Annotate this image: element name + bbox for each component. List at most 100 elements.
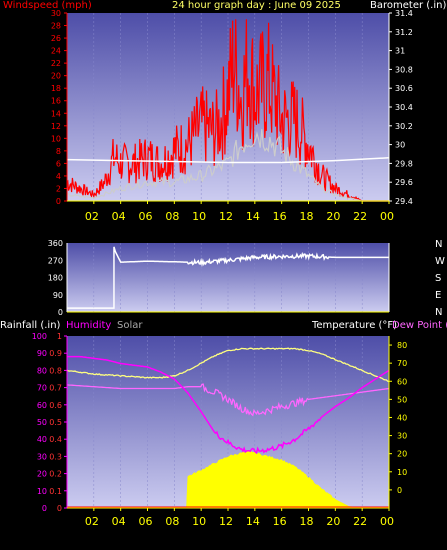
x-tick-label: 10 <box>192 210 206 223</box>
rainfall-tick-label: 0.9 <box>49 349 62 358</box>
windspeed-line <box>66 19 389 202</box>
baro-tick-label: 30.2 <box>395 122 413 131</box>
x-tick-label: 00 <box>380 210 394 223</box>
compass-label: N <box>435 239 442 250</box>
x-tick-label: 02 <box>85 210 99 223</box>
baro-tick-label: 30.6 <box>395 84 413 93</box>
wind-tick-label: 2 <box>56 184 61 193</box>
temp-tick-label: 10 <box>397 468 407 477</box>
wind-tick-label: 12 <box>51 122 61 131</box>
x-tick-label: 08 <box>165 515 179 528</box>
direction-tick-label: 0 <box>58 308 63 317</box>
x-tick-label: 06 <box>139 515 153 528</box>
wind-tick-label: 18 <box>51 84 61 93</box>
rainfall-tick-label: 0.1 <box>49 487 62 496</box>
wind-tick-label: 0 <box>56 197 61 206</box>
baro-tick-label: 31.4 <box>395 9 413 18</box>
rainfall-tick-label: 0 <box>57 504 62 513</box>
baro-tick-label: 30 <box>395 141 405 150</box>
dew-point-line <box>66 383 390 417</box>
x-tick-label: 22 <box>353 210 367 223</box>
wind-tick-label: 30 <box>51 9 61 18</box>
wind-tick-label: 24 <box>51 47 61 56</box>
x-tick-label: 08 <box>165 210 179 223</box>
wind-tick-label: 8 <box>56 147 61 156</box>
rainfall-tick-label: 0.7 <box>49 384 62 393</box>
wind-tick-label: 4 <box>56 172 61 181</box>
direction-tick-label: 360 <box>48 239 63 248</box>
x-tick-label: 06 <box>139 210 153 223</box>
humidity-tick-label: 0 <box>42 504 47 513</box>
humidity-label: Humidity <box>66 320 112 331</box>
x-tick-label: 20 <box>326 210 340 223</box>
direction-tick-label: 90 <box>53 291 63 300</box>
wind-tick-label: 6 <box>56 159 61 168</box>
temp-tick-label: 60 <box>397 377 407 386</box>
x-tick-label: 14 <box>246 210 260 223</box>
baro-tick-label: 31 <box>395 47 405 56</box>
rainfall-tick-label: 0.8 <box>49 366 62 375</box>
barometer-line <box>66 157 390 164</box>
temp-tick-label: 70 <box>397 359 407 368</box>
humidity-tick-label: 40 <box>37 435 47 444</box>
wind-tick-label: 20 <box>51 72 61 81</box>
humidity-tick-label: 20 <box>37 470 47 479</box>
x-tick-label: 00 <box>380 515 394 528</box>
x-tick-label: 12 <box>219 515 233 528</box>
humidity-tick-label: 90 <box>37 349 47 358</box>
wind-tick-label: 22 <box>51 59 61 68</box>
x-tick-label: 16 <box>273 515 287 528</box>
solar-label: Solar <box>117 320 143 331</box>
x-tick-label: 22 <box>353 515 367 528</box>
temp-tick-label: 80 <box>397 341 407 350</box>
rainfall-tick-label: 0.2 <box>49 470 62 479</box>
x-tick-label: 02 <box>85 515 99 528</box>
temperature-label: Temperature (°F) <box>312 320 398 331</box>
direction-tick-label: 270 <box>48 256 63 265</box>
humidity-tick-label: 60 <box>37 401 47 410</box>
x-tick-label: 16 <box>273 210 287 223</box>
direction-tick-label: 180 <box>48 274 63 283</box>
humidity-line <box>67 355 390 455</box>
wind-direction-line <box>67 246 389 309</box>
compass-label: W <box>435 256 445 267</box>
compass-label: N <box>435 307 442 318</box>
rainfall-tick-label: 0.3 <box>49 452 62 461</box>
temp-tick-label: 40 <box>397 413 407 422</box>
windspeed-label: Windspeed (mph) <box>3 0 92 11</box>
wind-tick-label: 26 <box>51 34 61 43</box>
temp-tick-label: 30 <box>397 432 407 441</box>
x-tick-label: 10 <box>192 515 206 528</box>
rainfall-label: Rainfall (.in) <box>0 320 61 331</box>
x-tick-label: 18 <box>300 515 314 528</box>
barometer-label: Barometer (.in) <box>370 0 447 11</box>
humidity-tick-label: 10 <box>37 487 47 496</box>
baro-tick-label: 31.2 <box>395 28 413 37</box>
temp-tick-label: 50 <box>397 395 407 404</box>
wind-tick-label: 14 <box>51 109 61 118</box>
wind-average-line <box>66 129 389 202</box>
wind-tick-label: 16 <box>51 97 61 106</box>
wind-tick-label: 10 <box>51 134 61 143</box>
baro-tick-label: 29.6 <box>395 178 413 187</box>
wind-tick-label: 28 <box>51 22 61 31</box>
rainfall-tick-label: 0.4 <box>49 435 62 444</box>
direction-panel-bg <box>67 243 389 312</box>
x-tick-label: 04 <box>112 515 126 528</box>
humidity-tick-label: 80 <box>37 366 47 375</box>
rainfall-tick-label: 1 <box>57 332 62 341</box>
temp-tick-label: 20 <box>397 450 407 459</box>
humidity-tick-label: 100 <box>32 332 47 341</box>
x-tick-label: 12 <box>219 210 233 223</box>
baro-tick-label: 29.4 <box>395 197 413 206</box>
rainfall-tick-label: 0.5 <box>49 418 62 427</box>
baro-tick-label: 29.8 <box>395 159 413 168</box>
humidity-tick-label: 70 <box>37 384 47 393</box>
x-tick-label: 14 <box>246 515 260 528</box>
rainfall-tick-label: 0.6 <box>49 401 62 410</box>
temp-tick-label: 0 <box>397 486 402 495</box>
compass-label: S <box>435 273 441 284</box>
baro-tick-label: 30.4 <box>395 103 413 112</box>
